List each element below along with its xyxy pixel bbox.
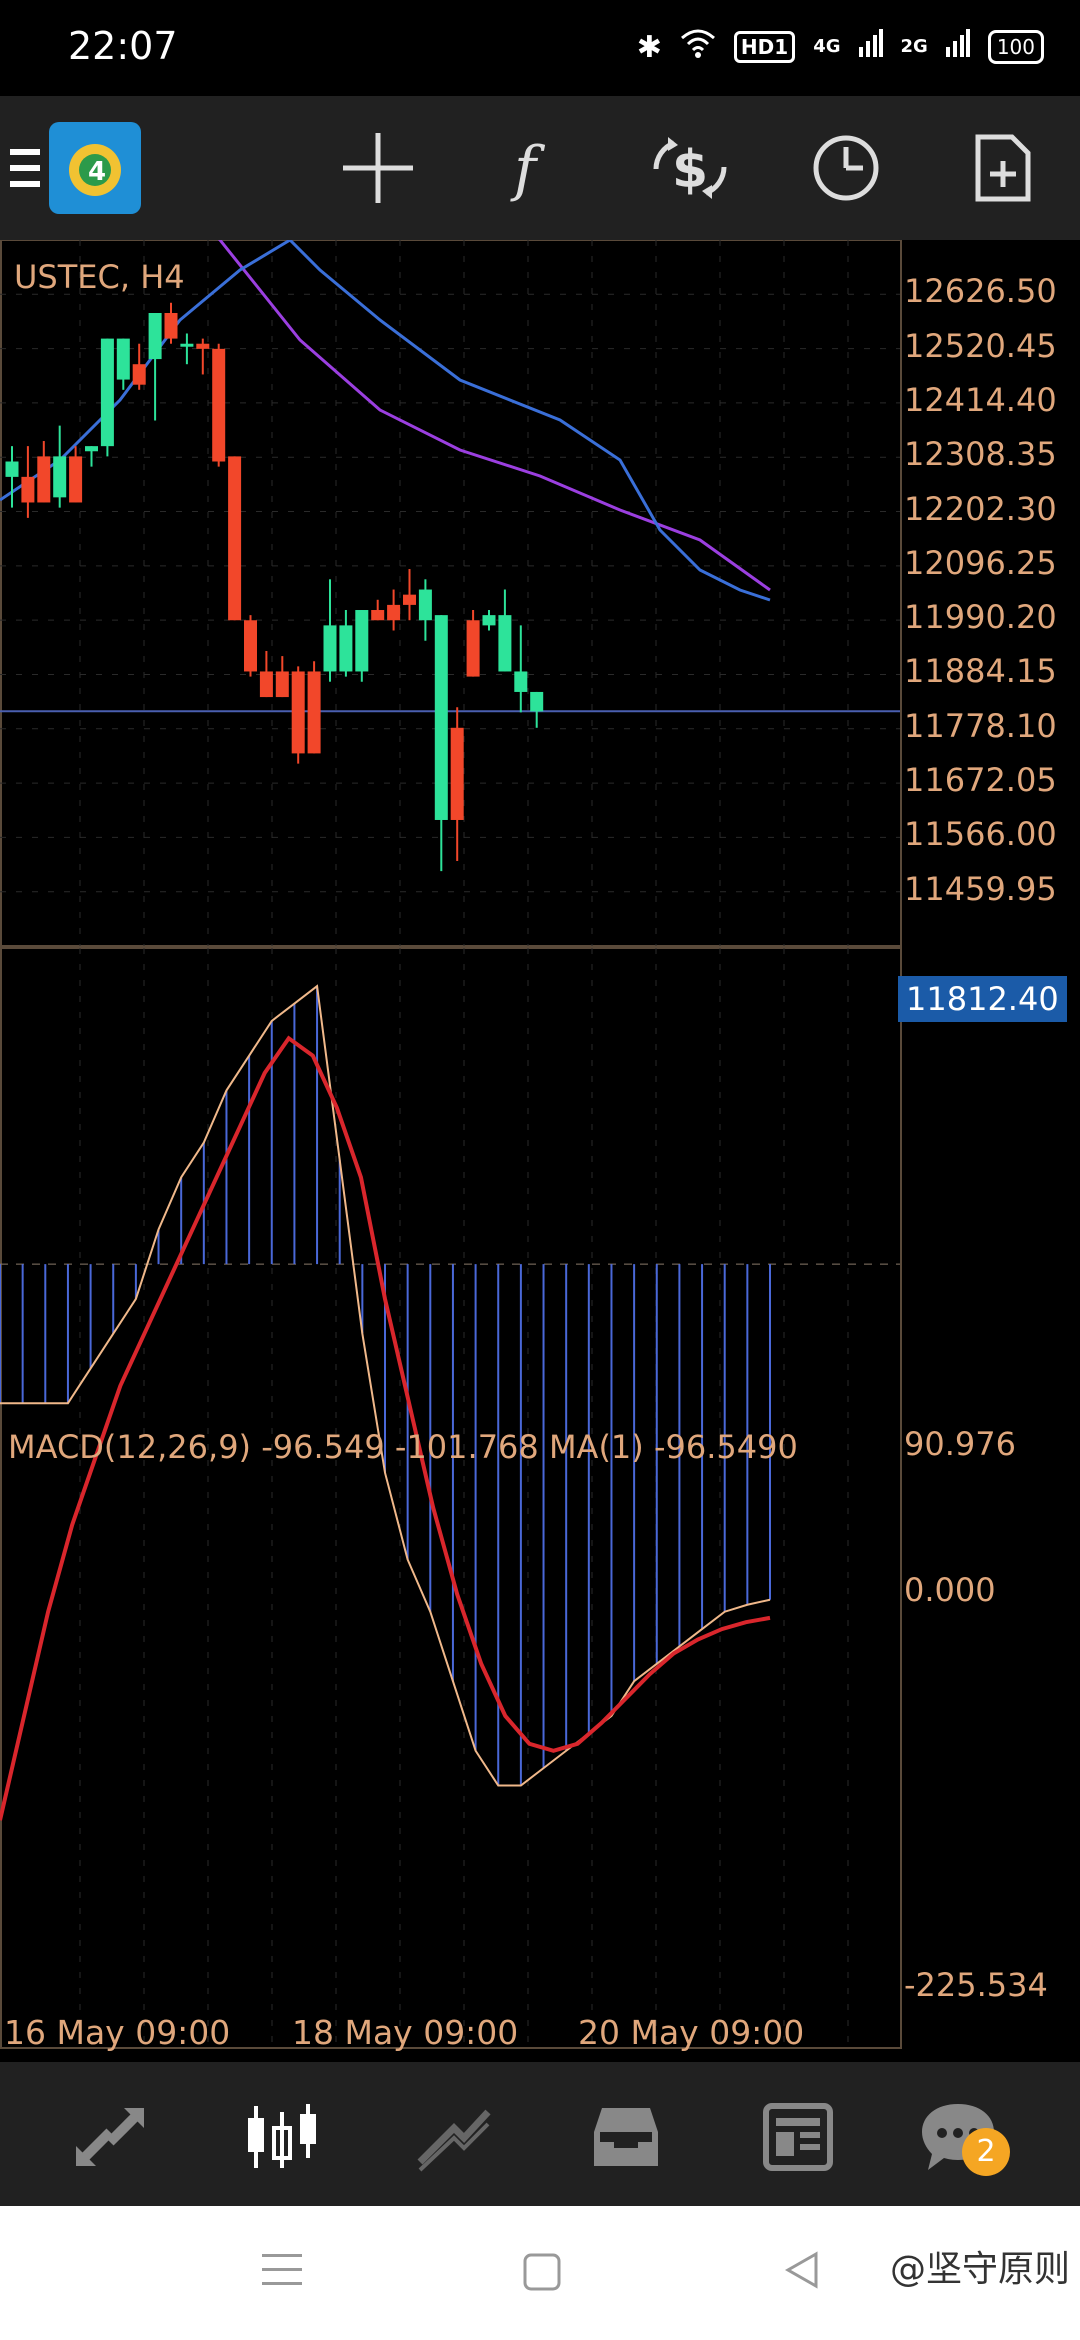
new-document-icon[interactable]: [952, 118, 1052, 218]
candle-body: [196, 343, 210, 349]
system-nav-bar: @坚守原则: [0, 2206, 1080, 2340]
candle-body: [530, 691, 544, 712]
candle-body: [132, 364, 146, 385]
price-tick-label: 11884.15: [904, 652, 1057, 691]
signal-2g: 2G: [900, 36, 928, 57]
candle-body: [148, 312, 162, 360]
watermark: @坚守原则: [889, 2249, 1070, 2290]
price-chart[interactable]: [0, 240, 1080, 2070]
menu-icon[interactable]: [0, 118, 60, 218]
macd-scale-bottom: -225.534: [904, 1966, 1048, 2004]
candle-body: [323, 625, 337, 672]
candle-body: [164, 312, 178, 339]
status-bar: 22:07 ✱ HD1 4G 2G 100: [0, 0, 1080, 96]
time-label: 18 May 09:00: [292, 2013, 519, 2052]
candle-body: [514, 671, 528, 692]
candle-body: [228, 456, 242, 621]
status-time: 22:07: [68, 24, 178, 68]
news-icon[interactable]: [748, 2092, 848, 2182]
candle-body: [371, 610, 385, 621]
candle-body: [355, 610, 369, 672]
candle-body: [482, 615, 496, 626]
wifi-icon: [680, 28, 716, 66]
candle-body: [387, 604, 401, 621]
bluetooth-icon: ✱: [636, 29, 662, 65]
price-tick-label: 11672.05: [904, 761, 1057, 800]
history-icon[interactable]: [576, 2092, 676, 2182]
time-label: 20 May 09:00: [578, 2013, 805, 2052]
clock-icon[interactable]: [796, 118, 896, 218]
signal-bars-icon: [858, 29, 883, 65]
battery-icon: 100: [987, 30, 1044, 64]
current-price-tag: 11812.40: [898, 976, 1067, 1022]
candle-body: [180, 343, 194, 347]
time-label: 16 May 09:00: [4, 2013, 231, 2052]
home-icon[interactable]: [522, 2252, 562, 2296]
candle-body: [403, 594, 416, 605]
candle-body: [450, 727, 464, 820]
bottom-nav: 2: [0, 2062, 1080, 2206]
candle-body: [85, 446, 98, 452]
quotes-icon[interactable]: [60, 2092, 160, 2182]
svg-text:f: f: [510, 134, 546, 203]
candle-body: [434, 615, 448, 820]
crosshair-icon[interactable]: [328, 118, 428, 218]
candle-body: [275, 671, 289, 698]
svg-text:$: $: [672, 140, 708, 200]
signal-bars-icon: [945, 29, 970, 65]
candle-body: [21, 476, 35, 503]
price-tick-label: 12626.50: [904, 272, 1057, 311]
candle-body: [466, 620, 480, 677]
candle-body: [307, 671, 321, 754]
hd-badge: HD1: [733, 31, 796, 63]
function-icon[interactable]: f: [484, 118, 584, 218]
candle-body: [69, 456, 83, 503]
top-toolbar: 4 f $: [0, 96, 1080, 240]
trade-icon[interactable]: $: [640, 118, 740, 218]
price-pane-border: [0, 240, 902, 947]
candle-body: [498, 615, 512, 672]
symbol-label: USTEC, H4: [14, 258, 185, 296]
macd-line: [0, 984, 771, 1787]
price-tick-label: 11566.00: [904, 815, 1057, 854]
svg-text:4: 4: [88, 157, 106, 187]
candle-body: [259, 671, 273, 698]
price-tick-label: 11459.95: [904, 869, 1057, 908]
candle-body: [418, 589, 432, 621]
back-icon[interactable]: [782, 2250, 822, 2294]
price-tick-label: 11778.10: [904, 706, 1057, 745]
price-tick-label: 12308.35: [904, 435, 1057, 474]
macd-scale-zero: 0.000: [904, 1571, 996, 1609]
candle-body: [212, 348, 226, 462]
candle-body: [53, 456, 67, 498]
price-tick-label: 12096.25: [904, 543, 1057, 582]
signal-4g: 4G: [813, 36, 841, 57]
price-tick-label: 12520.45: [904, 326, 1057, 365]
metatrader-logo[interactable]: 4: [46, 119, 144, 217]
status-icons: ✱ HD1 4G 2G 100: [637, 28, 1044, 66]
trade-icon[interactable]: [404, 2092, 504, 2182]
message-badge: 2: [962, 2128, 1010, 2176]
candle-body: [100, 338, 114, 447]
ma-slow-line: [217, 240, 771, 592]
macd-signal-line: [0, 1035, 771, 1821]
chart-icon[interactable]: [232, 2092, 332, 2182]
chart-area[interactable]: USTEC, H4 12626.50 12520.45 12414.40 12308.…: [0, 240, 1080, 2070]
macd-label: MACD(12,26,9) -96.549 -101.768 MA(1) -96…: [8, 1428, 798, 1466]
candle-body: [116, 338, 130, 380]
price-tick-label: 12414.40: [904, 380, 1057, 419]
candle-body: [5, 461, 19, 477]
price-tick-label: 11990.20: [904, 598, 1057, 637]
recents-icon[interactable]: [262, 2252, 302, 2292]
candle-body: [291, 671, 305, 754]
candle-body: [244, 620, 257, 672]
candle-body: [339, 625, 353, 672]
macd-scale-top: 90.976: [904, 1425, 1016, 1463]
macd-pane-border: [0, 947, 902, 2049]
candle-body: [37, 456, 51, 503]
price-tick-label: 12202.30: [904, 489, 1057, 528]
